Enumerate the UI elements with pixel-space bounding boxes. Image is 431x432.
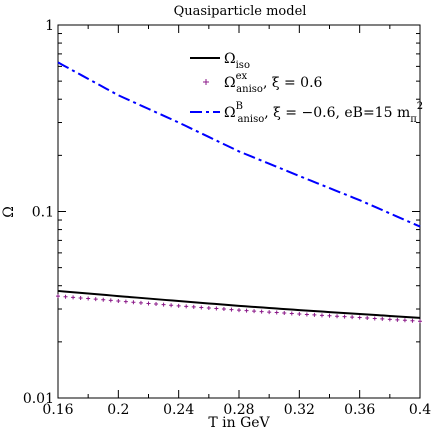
series-point [176,303,181,308]
series-point [161,302,166,307]
y-axis-ticks: 0.01 0.1 1 [23,18,420,407]
series-point [267,310,272,315]
series-point [395,317,400,322]
series-markers [56,294,422,324]
y-tick-label: 0.1 [32,205,54,221]
series-point [259,309,264,314]
series-point [289,311,294,316]
series-point [131,300,136,305]
series-point [342,314,347,319]
chart-title: Quasiparticle model [174,4,307,19]
series-point [327,313,332,318]
series-point [108,298,113,303]
series-point [237,308,241,313]
series-point [169,303,174,308]
series-point [312,312,317,317]
series-point [402,318,407,323]
x-tick-label: 0.32 [284,402,315,418]
series-point [410,318,415,323]
legend-label: Ωiso [224,51,250,71]
series-point [335,314,340,319]
series-point [56,294,60,299]
series-layer [56,61,422,324]
x-axis-label: T in GeV [208,415,270,431]
series-point [154,302,159,307]
legend-label: Ωex aniso, ξ = 0.6 [224,71,323,95]
series-point [214,306,219,311]
series-point [229,307,234,312]
x-tick-label: 0.4 [409,402,431,418]
series-point [350,315,355,320]
series-point [380,316,385,321]
series-point [184,304,189,309]
series-point [372,316,377,321]
series-point [282,311,287,316]
series-point [199,305,204,310]
series-line [57,61,421,228]
series-point [319,313,324,318]
x-tick-label: 0.36 [344,402,375,418]
series-point [138,300,143,305]
series-point [101,297,106,302]
x-axis-ticks: 0.16 0.2 0.24 0.28 0.32 0.36 0.4 [42,25,431,418]
series-point [365,316,370,321]
series-point [221,307,226,312]
y-tick-label: 1 [45,18,54,34]
series-point [71,295,76,300]
x-tick-label: 0.24 [163,402,194,418]
x-tick-label: 0.16 [42,402,73,418]
series-point [146,301,151,306]
legend-label: ΩB aniso, ξ = −0.6, eB=15 mπ2 [224,101,423,125]
series-point [304,312,309,317]
series-line [57,289,421,319]
series-point [116,299,121,304]
series-point [274,310,279,315]
y-axis-label: Ω [1,206,17,218]
series-point [244,308,249,313]
series-point [78,295,83,300]
x-tick-label: 0.2 [107,402,129,418]
series-point [252,309,257,314]
series-point [86,296,91,301]
series-point [387,317,392,322]
series-point [297,312,302,317]
y-tick-label: 0.01 [23,391,54,407]
series-point [191,304,196,309]
series-point [418,319,422,324]
series-point [123,299,128,304]
series-point [93,297,98,302]
series-point [206,305,211,310]
legend-marker [203,79,209,85]
series-point [63,294,68,299]
x-tick-label: 0.28 [223,402,254,418]
series-point [357,315,362,320]
